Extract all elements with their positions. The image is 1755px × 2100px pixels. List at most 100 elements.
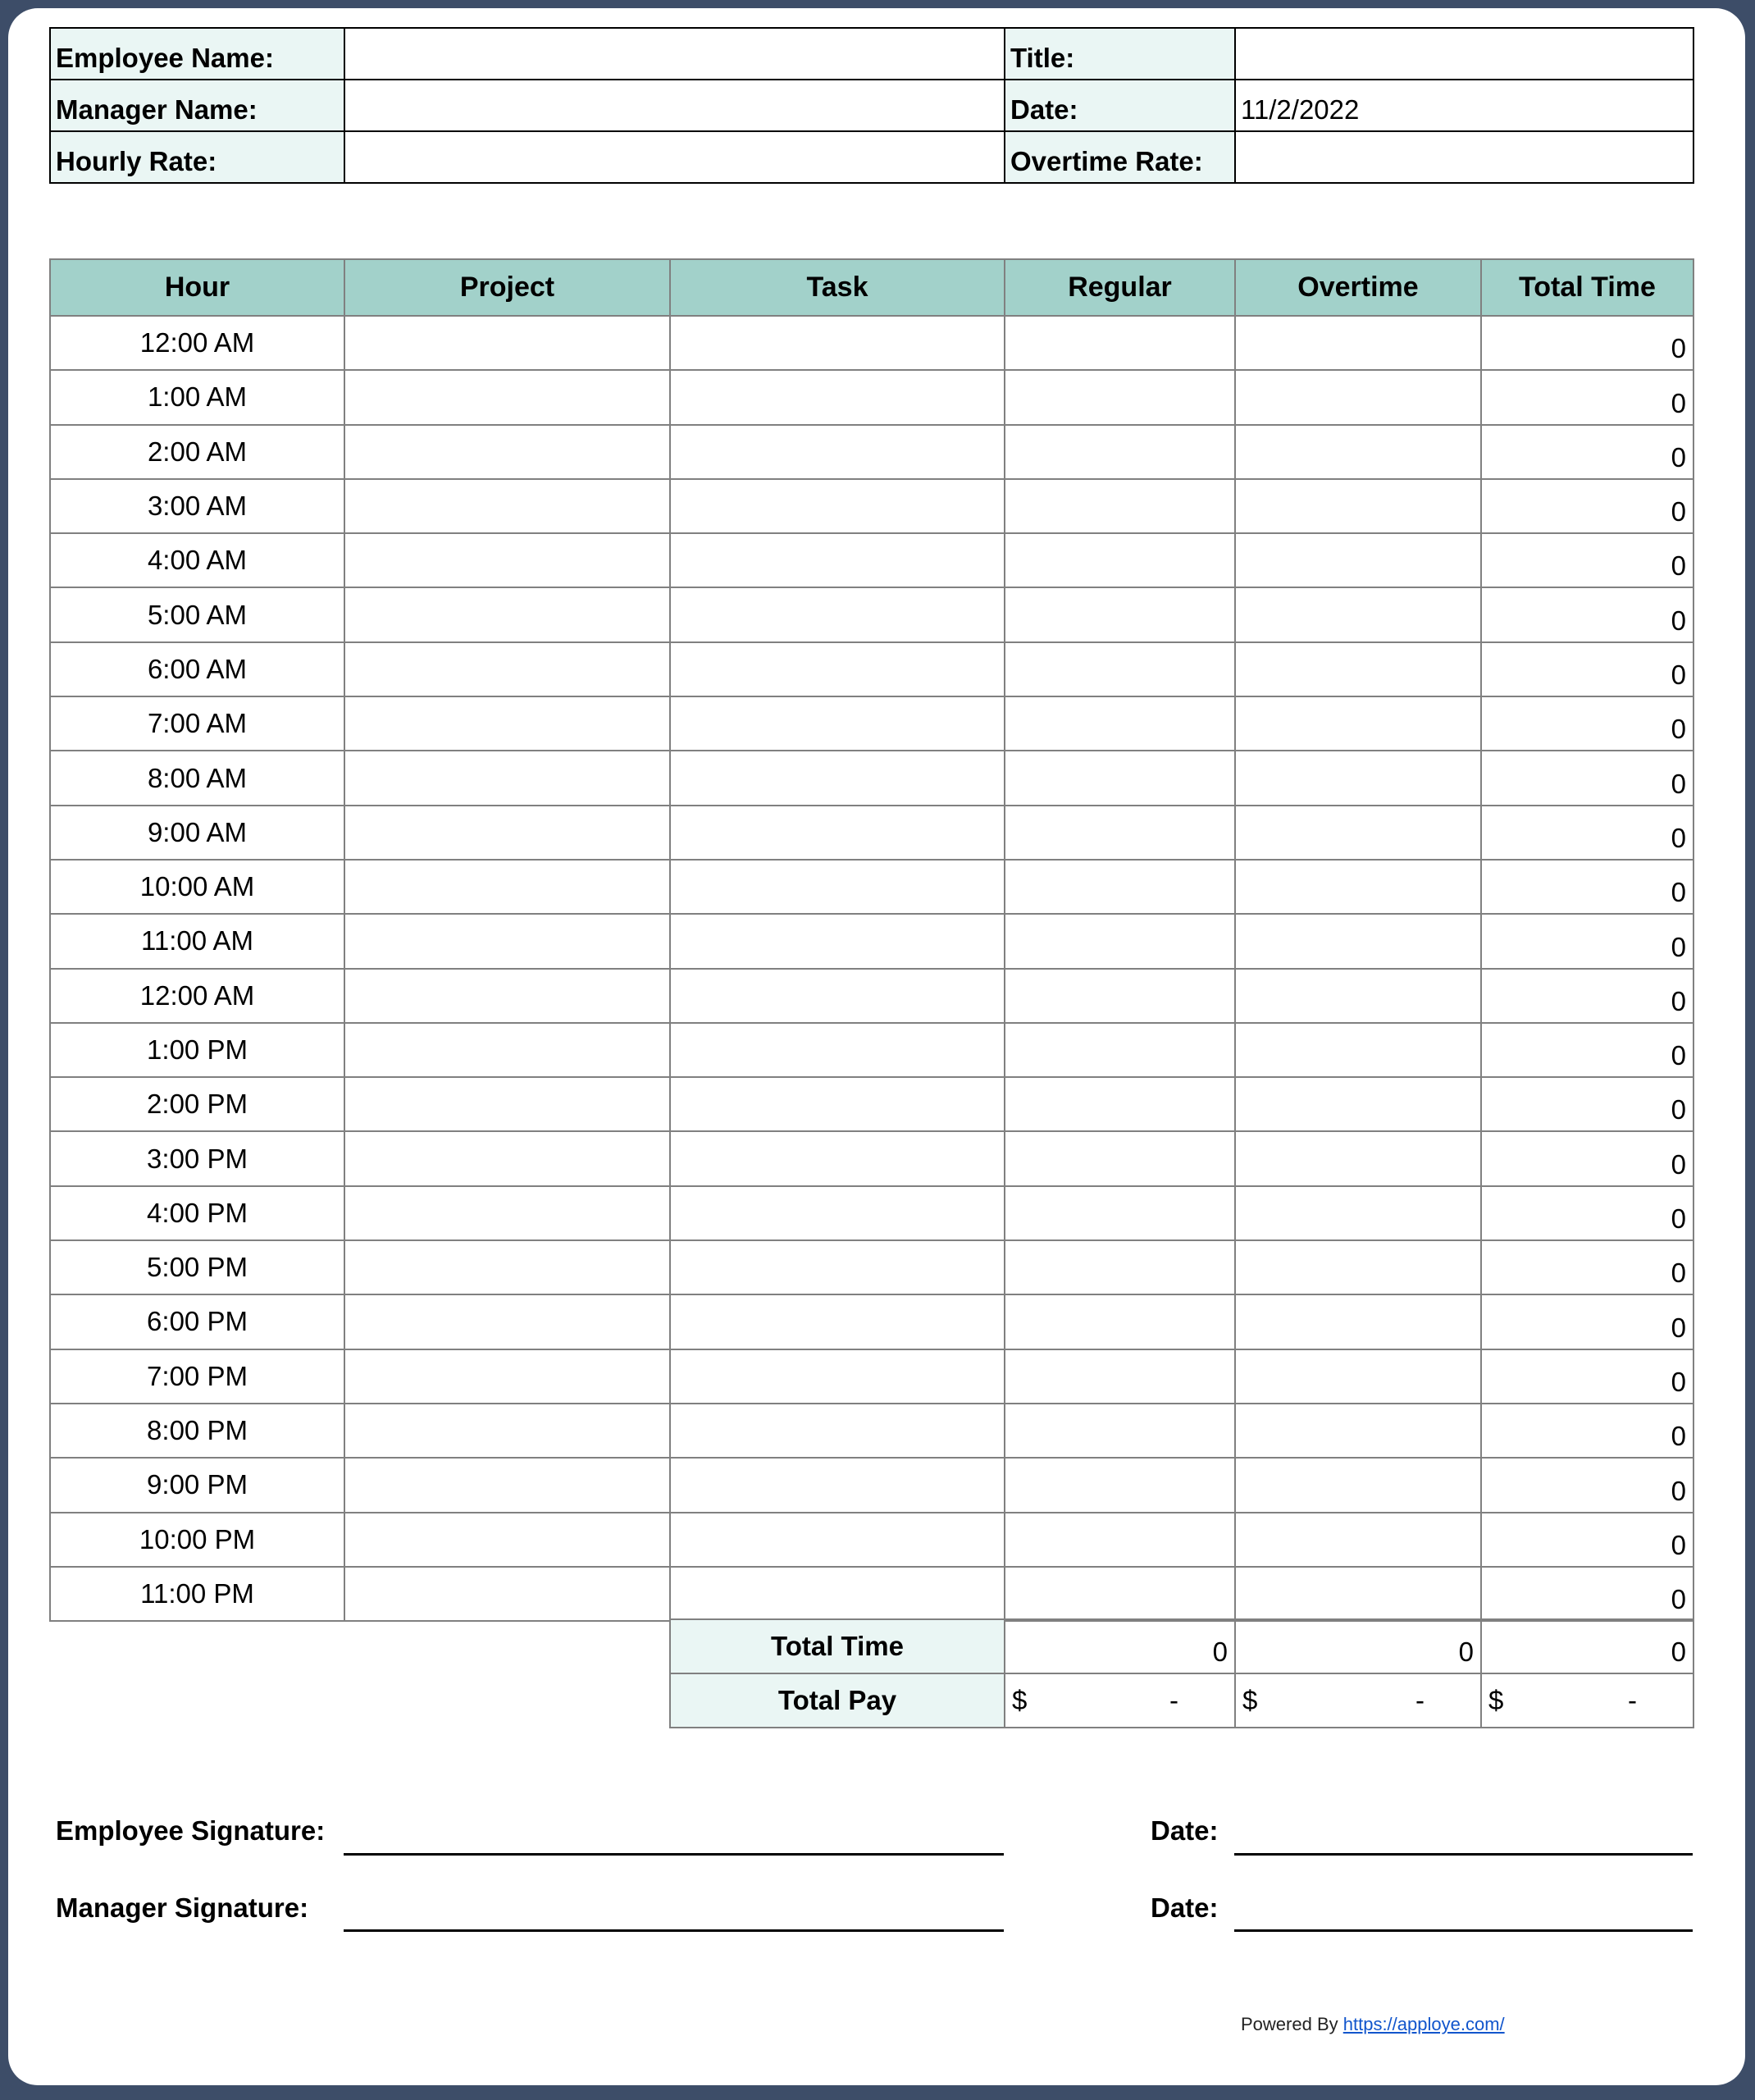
project-cell[interactable]	[344, 1239, 671, 1296]
overtime-cell[interactable]	[1234, 423, 1482, 480]
regular-cell[interactable]	[1004, 858, 1236, 915]
project-cell[interactable]	[344, 804, 671, 861]
project-cell[interactable]	[344, 1185, 671, 1242]
task-cell[interactable]	[669, 858, 1005, 915]
task-cell[interactable]	[669, 314, 1005, 372]
overtime-cell[interactable]	[1234, 696, 1482, 752]
task-cell[interactable]	[669, 641, 1005, 698]
overtime-cell[interactable]	[1234, 369, 1482, 426]
regular-cell[interactable]	[1004, 1348, 1236, 1404]
overtime-cell[interactable]	[1234, 641, 1482, 698]
project-cell[interactable]	[344, 858, 671, 915]
overtime-cell[interactable]	[1234, 587, 1482, 643]
regular-cell[interactable]	[1004, 1239, 1236, 1296]
project-cell[interactable]	[344, 1402, 671, 1459]
overtime-cell[interactable]	[1234, 1021, 1482, 1079]
overtime-cell[interactable]	[1234, 477, 1482, 535]
project-cell[interactable]	[344, 750, 671, 806]
task-cell[interactable]	[669, 1565, 1005, 1623]
regular-cell[interactable]	[1004, 314, 1236, 372]
manager-date-line[interactable]	[1234, 1929, 1693, 1932]
project-cell[interactable]	[344, 696, 671, 752]
regular-cell[interactable]	[1004, 369, 1236, 426]
task-cell[interactable]	[669, 967, 1005, 1024]
task-cell[interactable]	[669, 1185, 1005, 1242]
overtime-cell[interactable]	[1234, 1565, 1482, 1623]
overtime-cell[interactable]	[1234, 1130, 1482, 1187]
project-cell[interactable]	[344, 1130, 671, 1187]
overtime-cell[interactable]	[1234, 750, 1482, 806]
regular-cell[interactable]	[1004, 532, 1236, 589]
apploye-link[interactable]: https://apploye.com/	[1342, 2014, 1505, 2034]
regular-cell[interactable]	[1004, 1402, 1236, 1459]
task-cell[interactable]	[669, 1021, 1005, 1079]
overtime-cell[interactable]	[1234, 532, 1482, 589]
task-cell[interactable]	[669, 913, 1005, 970]
task-cell[interactable]	[669, 1294, 1005, 1350]
task-cell[interactable]	[669, 1348, 1005, 1404]
overtime-cell[interactable]	[1234, 967, 1482, 1024]
overtime-cell[interactable]	[1234, 1185, 1482, 1242]
overtime-cell[interactable]	[1234, 1076, 1482, 1133]
project-cell[interactable]	[344, 1565, 671, 1623]
project-cell[interactable]	[344, 587, 671, 643]
task-cell[interactable]	[669, 1239, 1005, 1296]
regular-cell[interactable]	[1004, 1294, 1236, 1350]
regular-cell[interactable]	[1004, 913, 1236, 970]
regular-cell[interactable]	[1004, 696, 1236, 752]
task-cell[interactable]	[669, 1457, 1005, 1513]
date-field[interactable]: 11/2/2022	[1234, 79, 1694, 132]
title-field[interactable]	[1234, 27, 1694, 80]
project-cell[interactable]	[344, 1457, 671, 1513]
task-cell[interactable]	[669, 1130, 1005, 1187]
project-cell[interactable]	[344, 1021, 671, 1079]
task-cell[interactable]	[669, 369, 1005, 426]
overtime-cell[interactable]	[1234, 314, 1482, 372]
task-cell[interactable]	[669, 696, 1005, 752]
project-cell[interactable]	[344, 423, 671, 480]
overtime-cell[interactable]	[1234, 1348, 1482, 1404]
project-cell[interactable]	[344, 532, 671, 589]
regular-cell[interactable]	[1004, 641, 1236, 698]
task-cell[interactable]	[669, 477, 1005, 535]
task-cell[interactable]	[669, 532, 1005, 589]
regular-cell[interactable]	[1004, 1076, 1236, 1133]
regular-cell[interactable]	[1004, 1565, 1236, 1623]
project-cell[interactable]	[344, 1076, 671, 1133]
regular-cell[interactable]	[1004, 804, 1236, 861]
project-cell[interactable]	[344, 967, 671, 1024]
employee-date-line[interactable]	[1234, 1853, 1693, 1856]
task-cell[interactable]	[669, 804, 1005, 861]
overtime-cell[interactable]	[1234, 1402, 1482, 1459]
regular-cell[interactable]	[1004, 1457, 1236, 1513]
overtime-cell[interactable]	[1234, 1511, 1482, 1568]
regular-cell[interactable]	[1004, 750, 1236, 806]
regular-cell[interactable]	[1004, 1185, 1236, 1242]
overtime-cell[interactable]	[1234, 1457, 1482, 1513]
regular-cell[interactable]	[1004, 477, 1236, 535]
task-cell[interactable]	[669, 423, 1005, 480]
project-cell[interactable]	[344, 641, 671, 698]
project-cell[interactable]	[344, 913, 671, 970]
hourly-rate-field[interactable]	[344, 130, 1005, 184]
overtime-cell[interactable]	[1234, 804, 1482, 861]
project-cell[interactable]	[344, 314, 671, 372]
project-cell[interactable]	[344, 1511, 671, 1568]
project-cell[interactable]	[344, 1294, 671, 1350]
overtime-cell[interactable]	[1234, 1294, 1482, 1350]
overtime-cell[interactable]	[1234, 1239, 1482, 1296]
task-cell[interactable]	[669, 750, 1005, 806]
regular-cell[interactable]	[1004, 587, 1236, 643]
task-cell[interactable]	[669, 1076, 1005, 1133]
regular-cell[interactable]	[1004, 423, 1236, 480]
overtime-rate-field[interactable]	[1234, 130, 1694, 184]
project-cell[interactable]	[344, 1348, 671, 1404]
regular-cell[interactable]	[1004, 1130, 1236, 1187]
employee-signature-line[interactable]	[344, 1853, 1004, 1856]
regular-cell[interactable]	[1004, 967, 1236, 1024]
regular-cell[interactable]	[1004, 1511, 1236, 1568]
employee-name-field[interactable]	[344, 27, 1005, 80]
regular-cell[interactable]	[1004, 1021, 1236, 1079]
task-cell[interactable]	[669, 1402, 1005, 1459]
task-cell[interactable]	[669, 587, 1005, 643]
